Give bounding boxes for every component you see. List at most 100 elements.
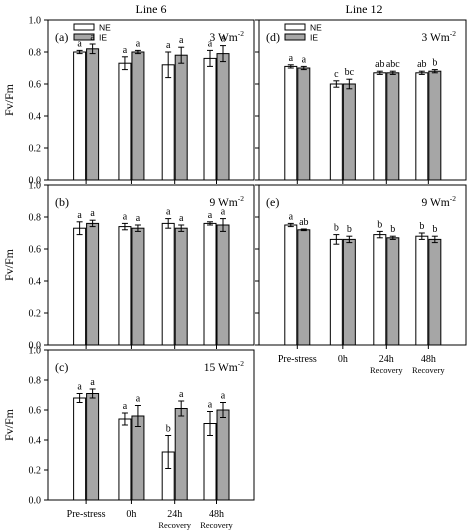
significance-label: a bbox=[136, 213, 141, 224]
significance-label: a bbox=[221, 207, 226, 218]
column-title-line-12: Line 12 bbox=[346, 2, 383, 16]
significance-label: a bbox=[289, 53, 294, 64]
bar-ne-3 bbox=[203, 57, 217, 181]
y-axis-title: Fv/Fm bbox=[2, 83, 16, 116]
bar-ne-3 bbox=[415, 72, 429, 181]
significance-label: b bbox=[432, 58, 437, 69]
bar-ne-3 bbox=[203, 222, 217, 346]
bar-ne-1 bbox=[329, 83, 343, 181]
significance-label: c bbox=[334, 69, 339, 80]
significance-label: a bbox=[123, 401, 128, 412]
bar-ie-0 bbox=[86, 222, 100, 346]
significance-label: a bbox=[123, 45, 128, 56]
irradiance-exponent: -2 bbox=[450, 29, 456, 38]
bar-ie-0 bbox=[297, 229, 311, 346]
significance-label: a bbox=[77, 38, 82, 49]
significance-label: a bbox=[90, 208, 95, 219]
panel-label: (c) bbox=[55, 360, 68, 374]
y-tick-label: 0.6 bbox=[29, 406, 42, 417]
plot-frame bbox=[258, 19, 467, 181]
y-tick-label: 0.8 bbox=[29, 48, 42, 59]
x-tick-sublabel: Recovery bbox=[158, 520, 191, 530]
bar-ie-2 bbox=[386, 72, 400, 181]
bar-ie-1 bbox=[342, 83, 356, 181]
bar-ne-2 bbox=[161, 64, 175, 181]
legend-label-ie: IE bbox=[310, 33, 318, 43]
bar-ie-0 bbox=[297, 67, 311, 181]
irradiance-exponent: -2 bbox=[238, 29, 244, 38]
significance-label: a bbox=[136, 394, 141, 405]
bar-ie-2 bbox=[386, 237, 400, 346]
irradiance-exponent: -2 bbox=[238, 359, 244, 368]
significance-label: ab bbox=[375, 59, 384, 70]
bar-ne-0 bbox=[284, 65, 298, 181]
bar-ie-2 bbox=[174, 227, 188, 346]
plot-frame bbox=[258, 184, 467, 346]
plot-frame bbox=[47, 184, 255, 346]
column-title-line-6: Line 6 bbox=[136, 2, 167, 16]
significance-label: a bbox=[208, 400, 213, 411]
y-tick-label: 0.2 bbox=[29, 144, 42, 155]
significance-label: a bbox=[208, 210, 213, 221]
significance-label: a bbox=[221, 391, 226, 402]
bar-ne-0 bbox=[73, 51, 87, 181]
significance-label: abc bbox=[386, 59, 400, 70]
x-tick-label: 48h bbox=[209, 509, 224, 520]
irradiance-label: 15 Wm-2 bbox=[204, 359, 244, 374]
x-tick-label: 24h bbox=[167, 509, 182, 520]
bar-ne-0 bbox=[73, 227, 87, 346]
x-tick-label: 0h bbox=[126, 509, 136, 520]
bar-ie-1 bbox=[131, 227, 145, 346]
significance-label: a bbox=[179, 389, 184, 400]
irradiance-label: 3 Wm-2 bbox=[210, 29, 245, 44]
y-tick-label: 1.0 bbox=[29, 181, 42, 192]
y-axis-title: Fv/Fm bbox=[2, 408, 16, 441]
significance-label: b bbox=[166, 424, 171, 435]
plot-frame bbox=[47, 349, 255, 501]
significance-label: b bbox=[390, 224, 395, 235]
bar-ne-2 bbox=[373, 234, 387, 346]
x-tick-label: Pre-stress bbox=[278, 354, 317, 365]
significance-label: bc bbox=[345, 67, 355, 78]
y-tick-label: 0.0 bbox=[29, 341, 42, 352]
significance-label: a bbox=[179, 213, 184, 224]
significance-label: a bbox=[77, 210, 82, 221]
x-tick-label: 24h bbox=[379, 354, 394, 365]
significance-label: a bbox=[302, 54, 307, 65]
significance-label: a bbox=[90, 377, 95, 388]
significance-label: a bbox=[136, 38, 141, 49]
legend-swatch-ie bbox=[73, 33, 95, 41]
panel-label: (a) bbox=[55, 30, 68, 44]
significance-label: a bbox=[166, 207, 171, 218]
legend-label-ie: IE bbox=[99, 33, 107, 43]
y-axis-title: Fv/Fm bbox=[2, 248, 16, 281]
bar-ie-0 bbox=[86, 393, 100, 501]
significance-label: b bbox=[334, 223, 339, 234]
irradiance-exponent: -2 bbox=[238, 194, 244, 203]
y-tick-label: 0.4 bbox=[29, 277, 42, 288]
irradiance-label: 9 Wm-2 bbox=[422, 194, 457, 209]
bar-ie-3 bbox=[216, 409, 230, 501]
significance-label: a bbox=[221, 34, 226, 45]
bar-ne-3 bbox=[415, 235, 429, 346]
y-tick-label: 0.2 bbox=[29, 309, 42, 320]
x-tick-sublabel: Recovery bbox=[412, 365, 445, 375]
y-tick-label: 0.6 bbox=[29, 245, 42, 256]
significance-label: a bbox=[179, 35, 184, 46]
x-tick-label: 0h bbox=[338, 354, 348, 365]
y-tick-label: 0.6 bbox=[29, 80, 42, 91]
bar-ne-2 bbox=[161, 222, 175, 346]
significance-label: b bbox=[347, 224, 352, 235]
legend-label-ne: NE bbox=[310, 23, 322, 33]
bar-ie-2 bbox=[174, 408, 188, 501]
y-tick-label: 0.0 bbox=[29, 496, 42, 507]
panel-c: 0.00.20.40.60.81.0(c) 15 Wm-2a aPre-stress… bbox=[29, 346, 255, 530]
x-tick-sublabel: Recovery bbox=[200, 520, 233, 530]
legend-swatch-ne bbox=[73, 23, 95, 31]
bar-ne-0 bbox=[284, 224, 298, 346]
legend-swatch-ne bbox=[284, 23, 306, 31]
significance-label: a bbox=[123, 211, 128, 222]
